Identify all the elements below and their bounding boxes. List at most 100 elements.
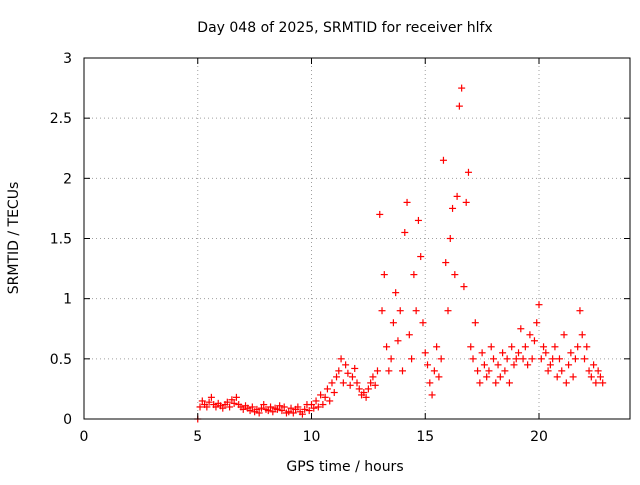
data-point	[435, 373, 443, 381]
data-point	[437, 355, 445, 363]
data-point	[428, 391, 436, 399]
x-tick-label: 10	[303, 429, 321, 445]
data-point	[453, 192, 461, 200]
data-point	[355, 385, 363, 393]
data-point	[581, 355, 588, 363]
data-point	[198, 397, 206, 405]
data-point	[419, 319, 427, 327]
data-point	[326, 397, 334, 405]
data-point	[317, 391, 325, 399]
data-point	[455, 102, 463, 110]
data-point	[405, 331, 413, 339]
data-point	[207, 393, 215, 401]
data-point	[314, 403, 322, 411]
data-point	[333, 373, 341, 381]
data-point	[512, 355, 520, 363]
data-point	[585, 367, 593, 375]
data-point	[417, 253, 425, 261]
data-point	[376, 210, 384, 218]
data-point	[414, 216, 422, 224]
grid-lines	[84, 58, 630, 419]
data-point	[228, 396, 236, 404]
data-point	[276, 402, 284, 410]
y-tick-label: 0	[63, 412, 72, 428]
data-point	[344, 369, 352, 377]
data-point	[590, 361, 598, 369]
data-point	[567, 349, 575, 357]
data-point	[542, 349, 550, 357]
data-point	[474, 367, 482, 375]
data-point	[223, 398, 231, 406]
data-point	[510, 361, 518, 369]
data-points	[194, 84, 607, 423]
data-point	[385, 367, 393, 375]
data-point	[469, 355, 477, 363]
data-point	[362, 393, 370, 401]
data-point	[546, 361, 554, 369]
data-point	[578, 331, 586, 339]
data-point	[273, 405, 281, 413]
data-point	[533, 319, 541, 327]
data-point	[267, 403, 275, 411]
chart-title: Day 048 of 2025, SRMTID for receiver hlf…	[197, 20, 492, 36]
data-point	[555, 355, 563, 363]
y-tick-label: 0.5	[50, 352, 72, 368]
data-point	[594, 367, 602, 375]
data-point	[560, 331, 568, 339]
data-point	[312, 397, 320, 405]
data-point	[369, 373, 377, 381]
data-point	[348, 373, 356, 381]
data-point	[339, 379, 347, 387]
data-point	[485, 367, 493, 375]
data-point	[401, 228, 409, 236]
data-point	[246, 407, 254, 415]
data-point	[328, 379, 336, 387]
x-tick-label: 5	[193, 429, 202, 445]
data-point	[205, 398, 213, 406]
data-point	[305, 407, 313, 415]
data-point	[255, 409, 263, 417]
data-point	[496, 373, 504, 381]
data-point	[517, 325, 525, 333]
data-point	[596, 373, 604, 381]
data-point	[544, 367, 552, 375]
y-tick-label: 1	[63, 292, 72, 308]
data-point	[478, 349, 486, 357]
data-point	[342, 361, 350, 369]
data-point	[321, 393, 329, 401]
data-point	[487, 343, 495, 351]
data-point	[462, 198, 470, 206]
data-point	[471, 319, 479, 327]
data-point	[392, 289, 400, 297]
data-point	[387, 355, 395, 363]
data-point	[565, 361, 573, 369]
data-point	[583, 343, 591, 351]
data-point	[424, 361, 432, 369]
data-point	[574, 343, 582, 351]
data-point	[576, 307, 584, 315]
data-point	[280, 403, 288, 411]
x-tick-label: 15	[416, 429, 434, 445]
data-point	[260, 401, 268, 409]
axis-ticks: 0 5 10 15 20 0 0.5 1 1.5 2 2.5 3	[50, 51, 630, 445]
data-point	[351, 364, 359, 372]
data-point	[526, 331, 534, 339]
data-point	[253, 405, 261, 413]
data-point	[569, 373, 577, 381]
data-point	[535, 301, 543, 309]
data-point	[549, 355, 557, 363]
data-point	[433, 343, 441, 351]
data-point	[289, 409, 297, 417]
data-point	[257, 404, 265, 412]
y-tick-label: 1.5	[50, 232, 72, 248]
data-point	[203, 403, 211, 411]
data-point	[458, 84, 466, 92]
data-point	[396, 307, 404, 315]
data-point	[371, 381, 379, 389]
data-point	[439, 156, 447, 164]
data-point	[587, 373, 595, 381]
data-point	[524, 361, 532, 369]
data-point	[230, 399, 238, 407]
